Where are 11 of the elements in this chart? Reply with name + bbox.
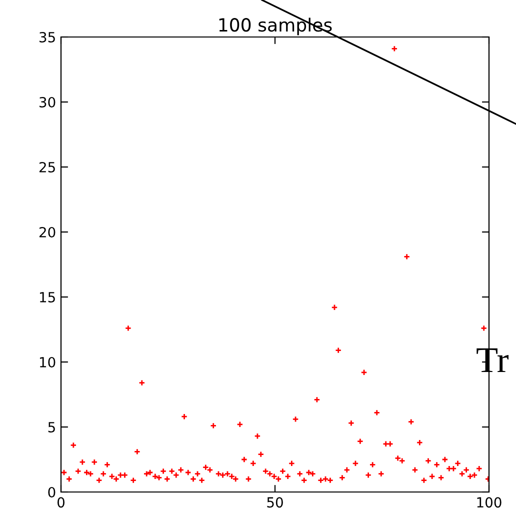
y-tick-label: 10 <box>40 356 56 368</box>
y-tick-label: 20 <box>39 226 56 238</box>
y-tick-label: 30 <box>40 96 56 108</box>
y-tick-label: 25 <box>39 162 55 172</box>
y-tick-label: 5 <box>48 422 55 432</box>
y-tick-label: 35 <box>40 32 55 42</box>
y-tick-label: 0 <box>48 486 56 498</box>
x-tick-label: 100 <box>477 497 502 508</box>
x-tick-label: 50 <box>267 497 283 508</box>
y-tick-label: 15 <box>40 292 55 302</box>
x-tick-label: 0 <box>57 497 64 508</box>
